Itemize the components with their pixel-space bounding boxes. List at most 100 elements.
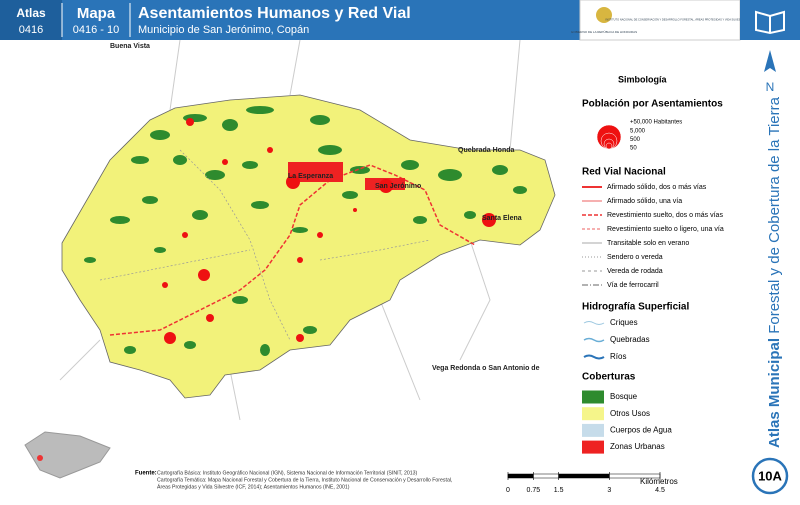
place-label: Quebrada Honda xyxy=(458,147,515,154)
source-line: Cartografía Básica: Instituto Geográfico… xyxy=(157,470,418,476)
forest-patch xyxy=(350,166,370,174)
trail xyxy=(99,149,431,341)
place-label: Buena Vista xyxy=(110,43,150,50)
forest-patch xyxy=(246,106,274,114)
settlement xyxy=(222,159,228,165)
logo-left: GOBIERNO DE LA REPÚBLICA DE HONDURAS xyxy=(571,29,637,34)
forest-patch xyxy=(438,169,462,181)
source-line: Áreas Protegidas y Vida Silvestre (ICF, … xyxy=(157,483,350,490)
forest-patch xyxy=(342,191,358,199)
settlement xyxy=(206,314,214,322)
road xyxy=(109,164,476,336)
hydro-label: Criques xyxy=(610,318,638,327)
scale-label: 1.5 xyxy=(554,487,564,494)
forest-patch xyxy=(192,210,208,220)
municipality xyxy=(61,94,556,399)
logo-right: INSTITUTO NACIONAL DE CONSERVACIÓN Y DES… xyxy=(605,17,750,22)
hydro-symbol xyxy=(583,354,605,360)
coat-of-arms xyxy=(596,7,612,23)
scale-label: 0 xyxy=(506,487,510,494)
settlement xyxy=(267,147,273,153)
hydro-label: Ríos xyxy=(610,352,626,361)
side-title-bold: Atlas Municipal xyxy=(766,338,783,448)
forest-patch xyxy=(260,344,270,356)
sheet-badge xyxy=(751,457,789,495)
settlement xyxy=(286,175,300,189)
settlement xyxy=(296,334,304,342)
legend-section: Hidrografía Superficial xyxy=(582,302,689,313)
cover-swatch xyxy=(582,440,604,454)
forest-patch xyxy=(492,165,508,175)
side-title-rest: Forestal y de Cobertura de la Tierra xyxy=(766,96,783,333)
population-symbol xyxy=(605,142,613,150)
honduras-inset xyxy=(24,431,111,479)
side-title: Atlas Municipal Forestal y de Cobertura … xyxy=(766,96,783,448)
forest-patch xyxy=(303,326,317,334)
legend-section: Coberturas xyxy=(582,372,636,383)
forest-patch xyxy=(318,145,342,155)
forest-patch xyxy=(205,170,225,180)
forest-patch xyxy=(513,186,527,194)
forest-patch xyxy=(401,160,419,170)
scale-label: 3 xyxy=(607,487,611,494)
source-line: Cartografía Temática: Mapa Nacional Fore… xyxy=(157,477,452,483)
legend-section: Red Vial Nacional xyxy=(582,167,666,178)
atlas-code: 0416 xyxy=(19,24,43,36)
scale-segment xyxy=(609,473,661,479)
map-code: 0416 - 10 xyxy=(73,24,119,36)
cover-label: Bosque xyxy=(610,392,638,401)
settlement xyxy=(186,118,194,126)
road-label: Vía de ferrocarril xyxy=(607,282,659,289)
hydro-symbol xyxy=(583,321,605,325)
cover-label: Zonas Urbanas xyxy=(610,442,665,451)
header-bar xyxy=(0,0,580,40)
forest-patch xyxy=(222,119,238,131)
forest-patch xyxy=(154,247,166,253)
cover-swatch xyxy=(582,423,604,437)
settlement xyxy=(182,232,188,238)
scale-label: 0.75 xyxy=(527,487,541,494)
population-label: 500 xyxy=(630,137,641,143)
population-label: +50,000 Habitantes xyxy=(630,120,682,126)
road-label: Vereda de rodada xyxy=(607,268,663,275)
forest-patch xyxy=(310,115,330,125)
road-label: Transitable solo en verano xyxy=(607,240,689,247)
population-label: 5,000 xyxy=(630,128,646,134)
scale-segment xyxy=(507,473,534,479)
cover-label: Otros Usos xyxy=(610,409,650,418)
title: Asentamientos Humanos y Red Vial xyxy=(138,5,411,22)
legend-section: Población por Asentamientos xyxy=(582,99,723,110)
road-label: Afirmado sólido, dos o más vías xyxy=(607,184,707,191)
scale-segment xyxy=(558,473,610,479)
settlement xyxy=(353,208,357,212)
settlement xyxy=(162,282,168,288)
north-label: N xyxy=(766,80,775,94)
forest-patch xyxy=(413,216,427,224)
forest-patch xyxy=(232,296,248,304)
map-label: Mapa xyxy=(77,5,116,22)
settlement xyxy=(379,179,393,193)
road-label: Revestimiento suelto o ligero, una vía xyxy=(607,226,724,233)
place-label: Vega Redonda o San Antonio de xyxy=(432,365,540,372)
place-label: Santa Elena xyxy=(482,215,522,222)
settlement xyxy=(482,213,496,227)
urban xyxy=(288,162,343,182)
forest-patch xyxy=(251,201,269,209)
legend-title: Simbología xyxy=(618,74,667,84)
forest-patch xyxy=(292,227,308,233)
road-label: Afirmado sólido, una vía xyxy=(607,198,682,205)
settlement xyxy=(198,269,210,281)
road-label: Revestimiento suelto, dos o más vías xyxy=(607,212,723,219)
forest-patch xyxy=(84,257,96,263)
forest-patch xyxy=(124,346,136,354)
atlas-box xyxy=(0,0,62,40)
forest-patch xyxy=(142,196,158,204)
settlement xyxy=(297,257,303,263)
forest-patch xyxy=(184,341,196,349)
scale-label: 4.5 xyxy=(655,487,665,494)
forest-patch xyxy=(150,130,170,140)
hydro-symbol xyxy=(583,337,605,343)
forest-patch xyxy=(242,161,258,169)
scale-unit: Kilómetros xyxy=(640,477,678,486)
